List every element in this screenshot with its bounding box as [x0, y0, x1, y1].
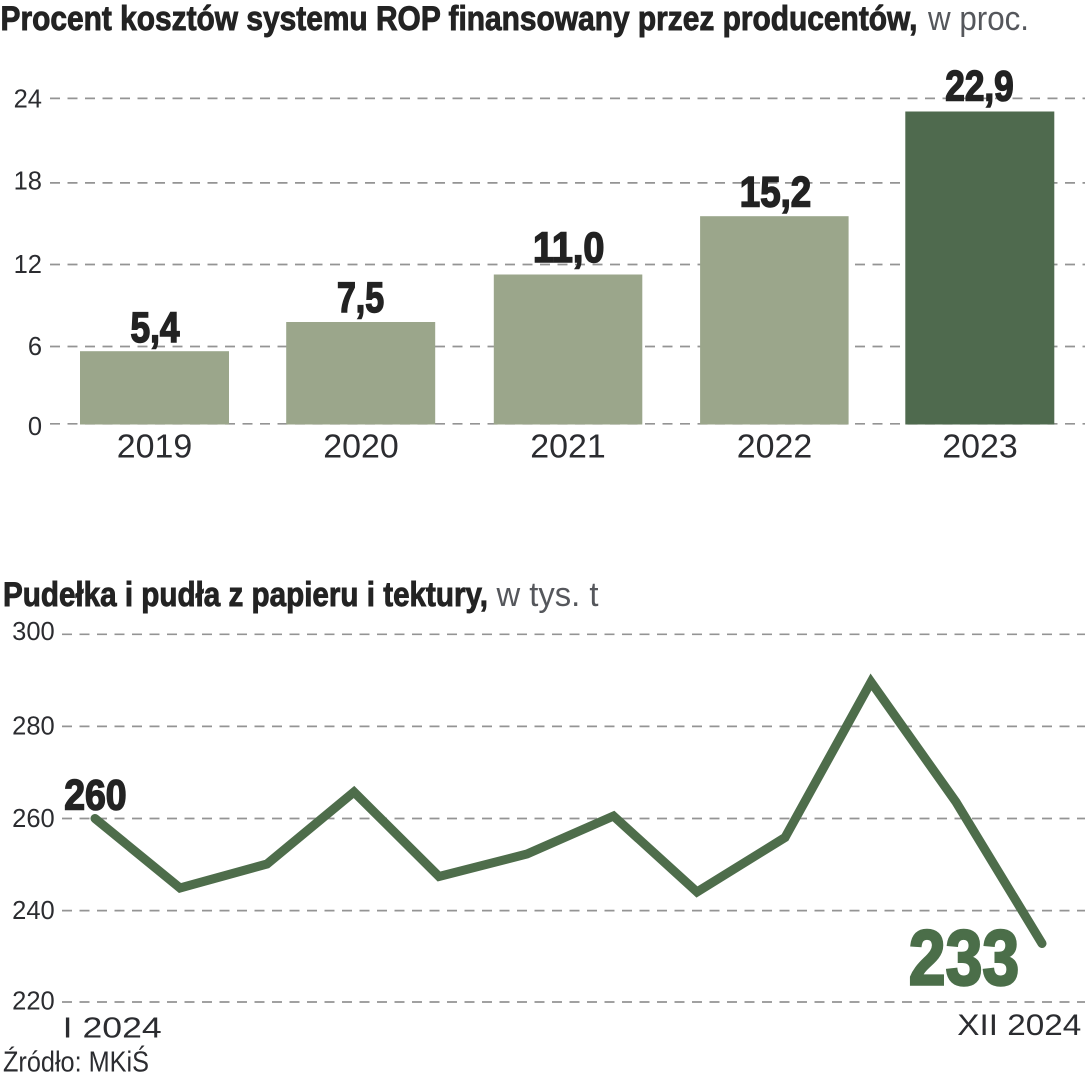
- svg-text:2019: 2019: [117, 427, 193, 464]
- svg-text:18: 18: [14, 167, 42, 195]
- svg-text:240: 240: [12, 897, 55, 925]
- svg-text:Procent kosztów systemu ROP fi: Procent kosztów systemu ROP finansowany …: [1, 0, 918, 38]
- svg-text:0: 0: [28, 413, 42, 441]
- svg-text:15,2: 15,2: [740, 169, 811, 217]
- svg-text:2021: 2021: [530, 427, 606, 464]
- svg-text:Źródło: MKiŚ: Źródło: MKiŚ: [3, 1044, 149, 1078]
- svg-text:12: 12: [14, 251, 42, 279]
- svg-text:260: 260: [64, 772, 126, 820]
- svg-text:w proc.: w proc.: [927, 0, 1029, 38]
- svg-text:XII 2024: XII 2024: [957, 1009, 1081, 1042]
- svg-text:Pudełka i pudła z papieru i te: Pudełka i pudła z papieru i tektury,: [3, 576, 488, 614]
- svg-text:2023: 2023: [942, 427, 1018, 464]
- svg-text:24: 24: [14, 86, 42, 114]
- svg-text:6: 6: [28, 333, 42, 361]
- svg-text:11,0: 11,0: [533, 224, 604, 272]
- svg-text:w tys. t: w tys. t: [496, 576, 599, 614]
- svg-text:2022: 2022: [737, 427, 813, 464]
- svg-text:220: 220: [12, 988, 55, 1016]
- svg-text:280: 280: [12, 713, 55, 741]
- svg-text:300: 300: [12, 618, 55, 646]
- svg-text:260: 260: [12, 805, 55, 833]
- svg-text:I 2024: I 2024: [63, 1013, 162, 1045]
- svg-text:22,9: 22,9: [945, 63, 1013, 111]
- svg-text:5,4: 5,4: [131, 304, 180, 352]
- svg-text:233: 233: [909, 914, 1019, 1002]
- svg-text:2020: 2020: [323, 427, 399, 464]
- svg-text:7,5: 7,5: [337, 274, 384, 322]
